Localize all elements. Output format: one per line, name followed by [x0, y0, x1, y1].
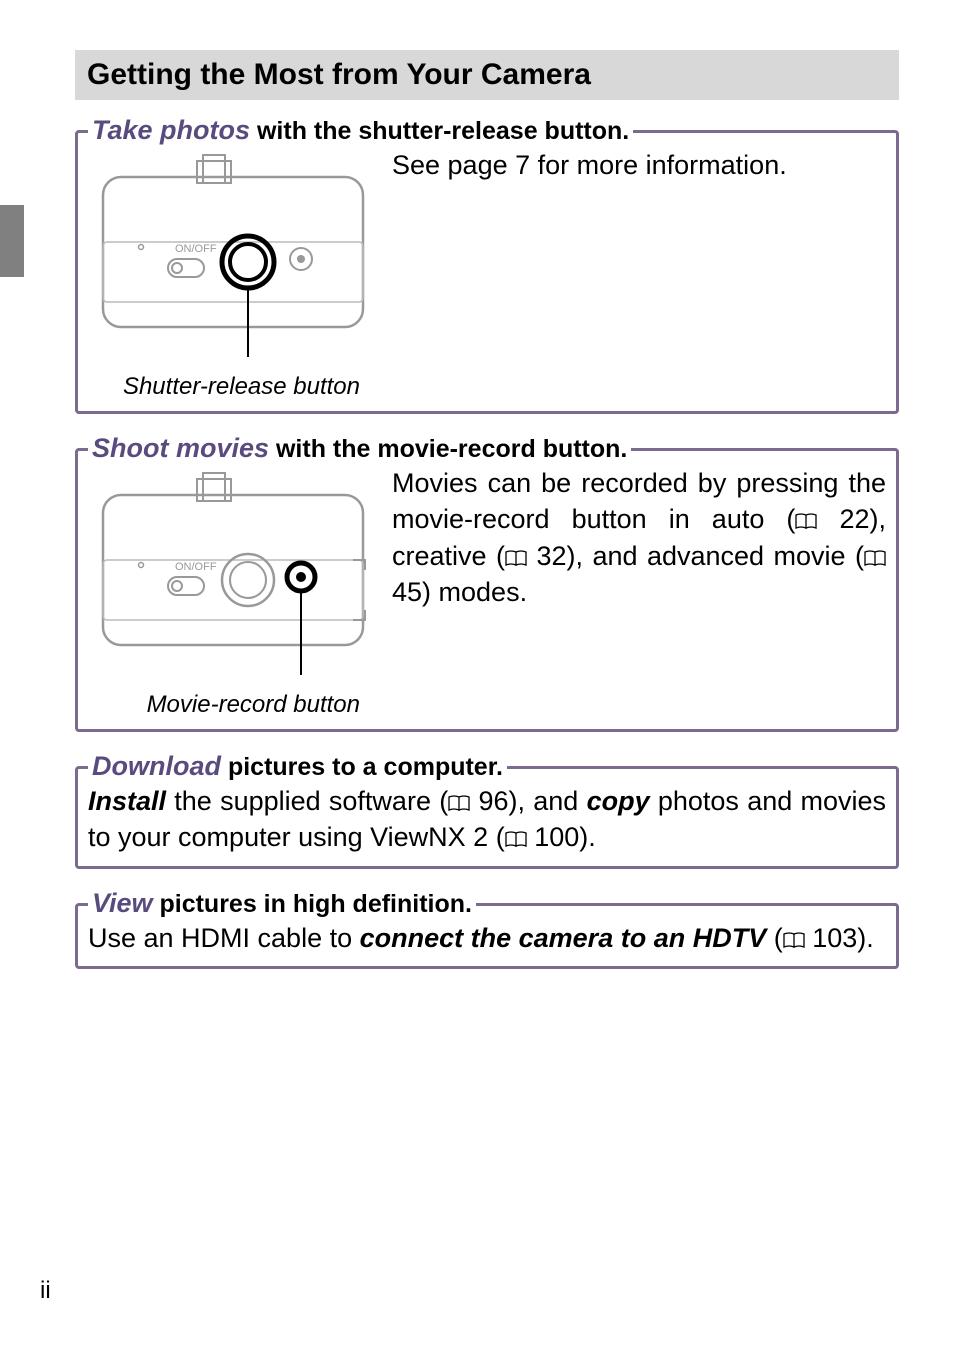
title-accent: Take photos	[92, 115, 250, 145]
main-heading-bar: Getting the Most from Your Camera	[75, 50, 899, 100]
title-rest: with the movie-record button.	[269, 435, 627, 463]
section-body-text: See page 7 for more information.	[392, 147, 886, 401]
section-title: Take photos with the shutter-release but…	[88, 115, 633, 146]
main-heading: Getting the Most from Your Camera	[87, 58, 887, 92]
section-title: Download pictures to a computer.	[88, 751, 507, 782]
diagram-caption: Shutter-release button	[88, 373, 378, 401]
camera-diagram-shutter: ON/OFF Shutter-release button	[88, 147, 378, 401]
section-title: View pictures in high definition.	[88, 888, 476, 919]
section-body-text: Movies can be recorded by pressing the m…	[392, 465, 886, 719]
diagram-caption: Movie-record button	[88, 691, 378, 719]
svg-text:ON/OFF: ON/OFF	[175, 243, 217, 255]
camera-diagram-movie: ON/OFF Movie-record button	[88, 465, 378, 719]
title-accent: Download	[92, 751, 221, 781]
section-view: View pictures in high definition. Use an…	[75, 903, 899, 969]
section-take-photos: Take photos with the shutter-release but…	[75, 130, 899, 414]
title-rest: with the shutter-release button.	[250, 117, 629, 145]
svg-text:ON/OFF: ON/OFF	[175, 561, 217, 573]
section-download: Download pictures to a computer. Install…	[75, 766, 899, 869]
title-accent: Shoot movies	[92, 433, 269, 463]
section-body-text: Install the supplied software ( 96), and…	[88, 783, 886, 856]
page-number: ii	[40, 1277, 51, 1305]
section-shoot-movies: Shoot movies with the movie-record butto…	[75, 448, 899, 732]
section-body-text: Use an HDMI cable to connect the camera …	[88, 920, 886, 956]
title-rest: pictures to a computer.	[221, 753, 503, 781]
title-accent: View	[92, 888, 153, 918]
page-content: Getting the Most from Your Camera Take p…	[0, 0, 954, 969]
section-title: Shoot movies with the movie-record butto…	[88, 433, 631, 464]
side-tab	[0, 205, 24, 277]
title-rest: pictures in high definition.	[153, 890, 472, 918]
